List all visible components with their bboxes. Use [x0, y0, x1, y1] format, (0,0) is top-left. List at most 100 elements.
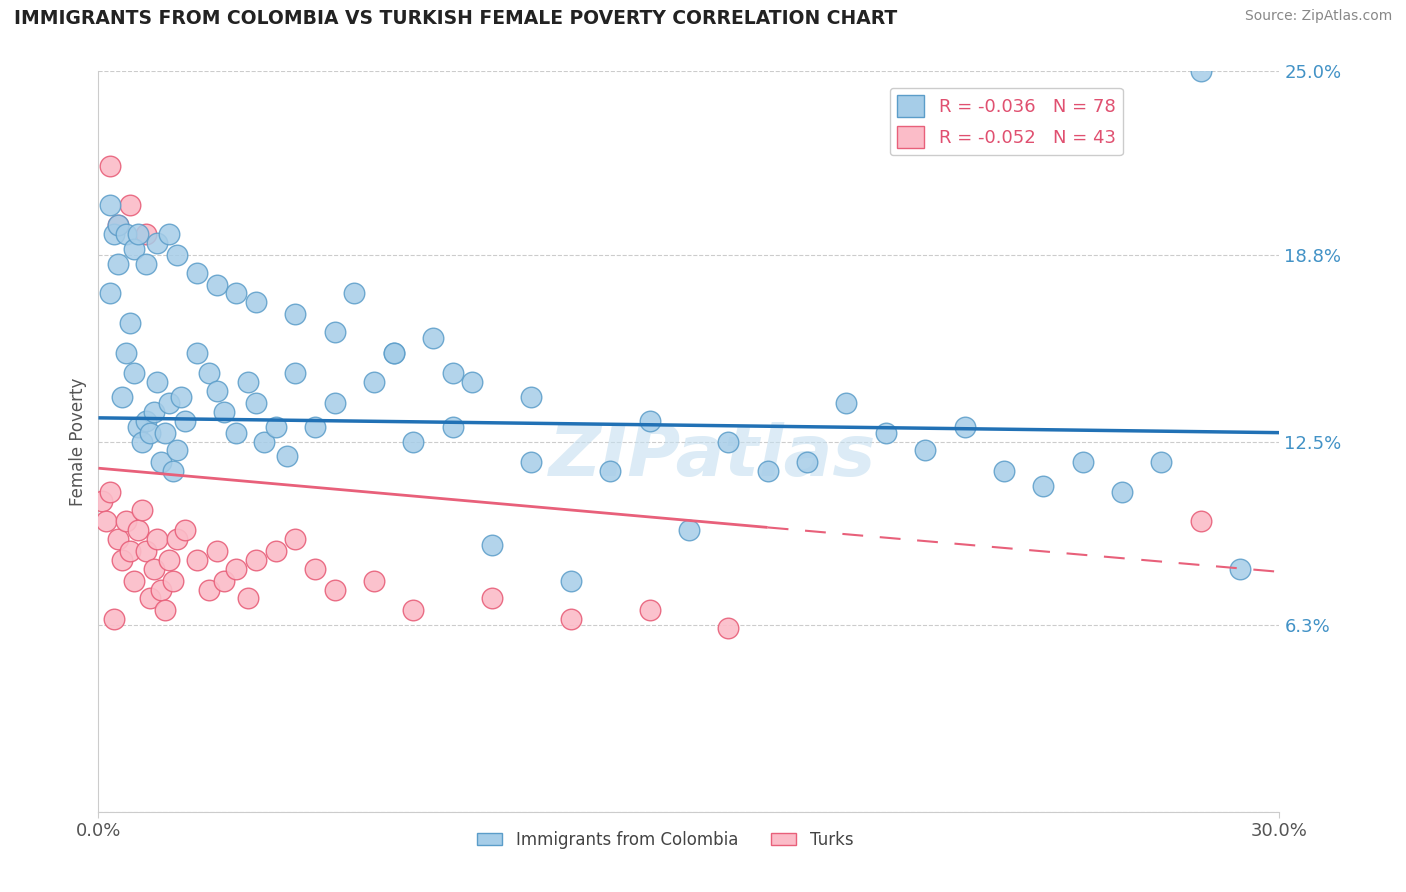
Point — [166, 248, 188, 262]
Point — [441, 419, 464, 434]
Point — [678, 524, 700, 538]
Point — [481, 591, 503, 606]
Point — [155, 603, 177, 617]
Text: Source: ZipAtlas.com: Source: ZipAtlas.com — [1244, 9, 1392, 23]
Point — [118, 544, 141, 558]
Point — [1189, 515, 1212, 529]
Point — [98, 159, 121, 173]
Point — [225, 286, 247, 301]
Point — [205, 277, 228, 292]
Point — [98, 484, 121, 499]
Point — [135, 414, 157, 428]
Point — [197, 582, 219, 597]
Point — [107, 257, 129, 271]
Point — [107, 219, 129, 233]
Point — [115, 345, 138, 359]
Point — [284, 307, 307, 321]
Point — [363, 376, 385, 390]
Point — [186, 553, 208, 567]
Point — [441, 367, 464, 381]
Point — [107, 219, 129, 233]
Point — [717, 434, 740, 449]
Point — [796, 455, 818, 469]
Point — [107, 533, 129, 547]
Point — [186, 345, 208, 359]
Point — [323, 396, 346, 410]
Point — [993, 464, 1015, 478]
Point — [284, 367, 307, 381]
Point — [155, 425, 177, 440]
Point — [264, 419, 287, 434]
Point — [197, 367, 219, 381]
Point — [461, 376, 484, 390]
Point — [103, 227, 125, 242]
Point — [115, 515, 138, 529]
Point — [253, 434, 276, 449]
Point — [96, 515, 118, 529]
Legend: Immigrants from Colombia, Turks: Immigrants from Colombia, Turks — [471, 824, 860, 855]
Point — [717, 621, 740, 635]
Point — [157, 396, 180, 410]
Point — [150, 455, 173, 469]
Point — [157, 227, 180, 242]
Point — [138, 425, 160, 440]
Point — [174, 414, 197, 428]
Point — [157, 553, 180, 567]
Point — [402, 603, 425, 617]
Point — [214, 574, 236, 588]
Point — [1150, 455, 1173, 469]
Point — [875, 425, 897, 440]
Point — [599, 464, 621, 478]
Point — [146, 376, 169, 390]
Point — [363, 574, 385, 588]
Point — [1229, 562, 1251, 576]
Point — [122, 242, 145, 256]
Point — [135, 544, 157, 558]
Point — [138, 591, 160, 606]
Point — [343, 286, 366, 301]
Point — [835, 396, 858, 410]
Point — [127, 524, 149, 538]
Point — [756, 464, 779, 478]
Point — [98, 286, 121, 301]
Point — [481, 538, 503, 552]
Point — [98, 197, 121, 211]
Point — [245, 295, 267, 310]
Point — [115, 227, 138, 242]
Point — [560, 612, 582, 626]
Point — [111, 390, 134, 404]
Point — [638, 603, 661, 617]
Point — [118, 197, 141, 211]
Point — [560, 574, 582, 588]
Point — [1189, 64, 1212, 78]
Point — [323, 325, 346, 339]
Point — [127, 419, 149, 434]
Point — [162, 574, 184, 588]
Point — [1111, 484, 1133, 499]
Point — [170, 390, 193, 404]
Point — [236, 376, 259, 390]
Point — [323, 582, 346, 597]
Point — [146, 236, 169, 251]
Point — [111, 553, 134, 567]
Point — [135, 227, 157, 242]
Point — [914, 443, 936, 458]
Point — [135, 257, 157, 271]
Point — [166, 533, 188, 547]
Point — [382, 345, 405, 359]
Point — [214, 405, 236, 419]
Point — [91, 493, 114, 508]
Point — [118, 316, 141, 330]
Point — [264, 544, 287, 558]
Point — [304, 419, 326, 434]
Point — [205, 384, 228, 399]
Point — [103, 612, 125, 626]
Point — [174, 524, 197, 538]
Point — [245, 396, 267, 410]
Point — [142, 562, 165, 576]
Point — [162, 464, 184, 478]
Point — [127, 227, 149, 242]
Y-axis label: Female Poverty: Female Poverty — [69, 377, 87, 506]
Point — [131, 434, 153, 449]
Point — [422, 331, 444, 345]
